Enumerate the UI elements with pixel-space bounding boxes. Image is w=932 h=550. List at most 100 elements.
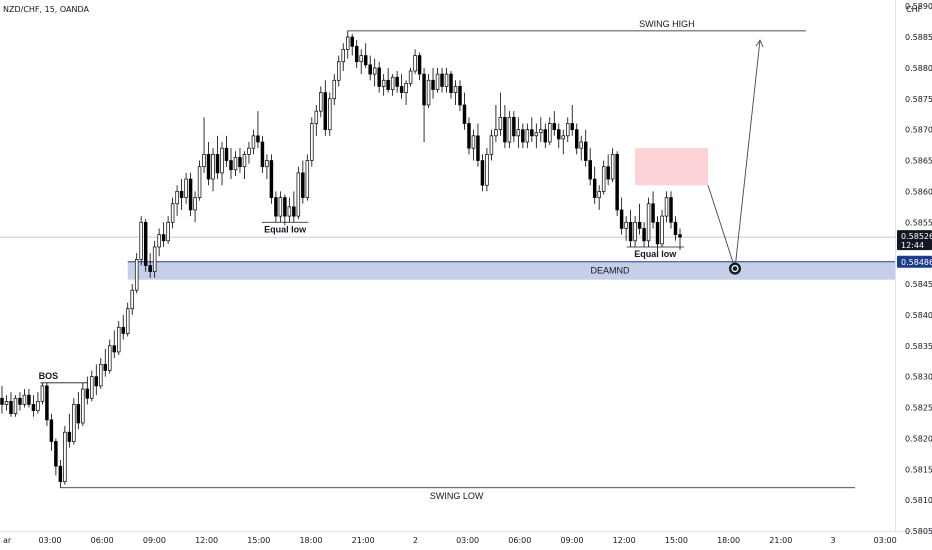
candle-123	[552, 111, 557, 136]
candle-151	[678, 228, 682, 251]
demand-price-tag: 0.58486	[897, 255, 932, 268]
candle-114	[512, 111, 516, 143]
candle-38	[170, 197, 175, 229]
candle-51	[229, 148, 233, 180]
candle-50	[224, 135, 229, 167]
projection-arrowhead	[755, 39, 764, 48]
time-tick-15: 21:00	[769, 536, 792, 545]
candle-32	[143, 219, 148, 272]
candle-118	[530, 117, 534, 143]
candle-56	[251, 129, 256, 155]
candle-132	[592, 166, 597, 204]
candle-145	[651, 191, 655, 229]
candle-86	[386, 67, 390, 93]
candle-66	[296, 166, 301, 220]
candle-81	[363, 43, 368, 68]
candle-134	[601, 160, 606, 195]
candle-47	[211, 148, 215, 192]
candle-140	[628, 209, 633, 247]
candle-28	[125, 302, 130, 337]
candle-24	[108, 339, 112, 374]
candle-6	[27, 388, 31, 408]
candle-74	[332, 74, 337, 105]
time-tick-8: 2	[413, 536, 418, 545]
candle-53	[238, 148, 242, 173]
candle-43	[193, 191, 197, 223]
candle-70	[314, 104, 319, 136]
candle-72	[323, 80, 328, 136]
currency-label: CHF	[906, 5, 923, 14]
candle-126	[566, 117, 570, 143]
candle-60	[269, 154, 274, 204]
candle-116	[521, 123, 525, 149]
candle-146	[655, 216, 660, 251]
candle-4	[18, 392, 22, 411]
candle-142	[637, 203, 642, 235]
supply-zone[interactable]	[635, 148, 708, 186]
candle-14	[63, 426, 67, 485]
candle-46	[206, 142, 211, 186]
candle-125	[561, 129, 566, 155]
candle-108	[485, 148, 489, 192]
candle-52	[233, 151, 238, 176]
candle-61	[274, 191, 278, 223]
candle-92	[413, 49, 417, 75]
candle-80	[359, 49, 363, 75]
candle-36	[161, 222, 166, 247]
candle-90	[404, 80, 408, 105]
candle-64	[287, 197, 292, 223]
candle-115	[516, 117, 521, 149]
candle-26	[116, 321, 121, 356]
time-tick-1: 03:00	[38, 536, 61, 545]
candle-148	[664, 191, 669, 223]
candle-113	[507, 111, 512, 149]
candle-69	[310, 117, 314, 167]
candle-76	[341, 43, 345, 72]
time-axis[interactable]: ar 03:00 06:00 09:00 12:00 15:00 18:00 21:00 2 03…	[3, 536, 897, 545]
candle-40	[179, 179, 184, 210]
candle-37	[166, 216, 170, 244]
candle-71	[319, 86, 323, 118]
candle-93	[417, 52, 422, 81]
bos-label: BOS	[39, 371, 59, 381]
demand-zone[interactable]	[127, 261, 895, 280]
candle-22	[99, 358, 103, 389]
candle-21	[94, 364, 99, 396]
candle-63	[283, 194, 287, 226]
candle-19	[85, 376, 90, 405]
candle-95	[426, 74, 431, 109]
last-price-tag: 0.58526 12:44	[897, 230, 932, 251]
time-tick-17: 03:00	[874, 536, 897, 545]
candle-88	[395, 71, 399, 93]
price-tick-16: 0.58050	[905, 527, 932, 536]
candle-25	[112, 330, 116, 359]
candle-112	[503, 104, 507, 149]
target-icon[interactable]	[729, 262, 741, 275]
candle-82	[368, 55, 372, 81]
candle-7	[31, 395, 36, 417]
candle-85	[381, 74, 386, 96]
swing-low-label: SWING LOW	[430, 491, 484, 501]
candle-150	[673, 216, 678, 241]
candle-31	[139, 216, 143, 266]
candle-1	[4, 395, 9, 411]
candle-33	[148, 253, 152, 278]
candle-29	[130, 284, 134, 315]
candle-75	[337, 55, 341, 87]
candle-15	[67, 413, 72, 448]
time-tick-16: 3	[830, 536, 835, 545]
candle-96	[431, 67, 435, 99]
candle-111	[498, 92, 503, 136]
candle-54	[242, 151, 247, 180]
